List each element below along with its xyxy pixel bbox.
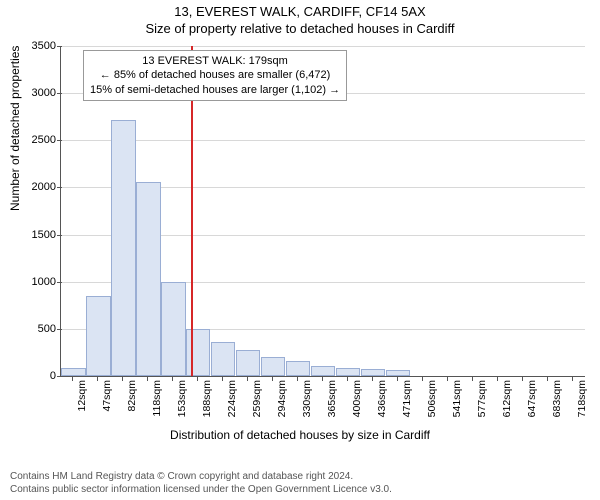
histogram-bar: [261, 357, 285, 376]
x-tick-mark: [347, 376, 348, 381]
x-tick-mark: [447, 376, 448, 381]
x-tick-mark: [72, 376, 73, 381]
y-tick-label: 0: [16, 370, 56, 382]
footer-line1: Contains HM Land Registry data © Crown c…: [10, 471, 392, 484]
x-tick-mark: [297, 376, 298, 381]
y-tick-label: 3500: [16, 40, 56, 52]
page-title-line1: 13, EVEREST WALK, CARDIFF, CF14 5AX: [0, 0, 600, 19]
histogram-bar: [61, 368, 85, 376]
x-tick-mark: [472, 376, 473, 381]
histogram-bar: [236, 350, 260, 376]
histogram-bar: [336, 368, 360, 376]
x-tick-mark: [372, 376, 373, 381]
footer-attribution: Contains HM Land Registry data © Crown c…: [10, 471, 392, 496]
x-tick-mark: [322, 376, 323, 381]
x-tick-mark: [122, 376, 123, 381]
x-tick-mark: [172, 376, 173, 381]
histogram-bar: [211, 342, 235, 376]
x-tick-mark: [422, 376, 423, 381]
annotation-line1: 13 EVEREST WALK: 179sqm: [90, 54, 340, 68]
y-tick-label: 3000: [16, 87, 56, 99]
x-tick-mark: [272, 376, 273, 381]
y-tick-label: 500: [16, 323, 56, 335]
histogram-bar: [361, 369, 385, 376]
x-tick-mark: [497, 376, 498, 381]
page-title-line2: Size of property relative to detached ho…: [0, 19, 600, 36]
plot-area: 13 EVEREST WALK: 179sqm ← 85% of detache…: [60, 46, 585, 377]
x-tick-mark: [397, 376, 398, 381]
x-tick-mark: [547, 376, 548, 381]
x-tick-mark: [247, 376, 248, 381]
y-tick-label: 1000: [16, 276, 56, 288]
histogram-bar: [286, 361, 310, 376]
x-tick-mark: [522, 376, 523, 381]
y-tick-label: 2000: [16, 181, 56, 193]
histogram-bar: [111, 120, 135, 376]
annotation-line2: ← 85% of detached houses are smaller (6,…: [90, 68, 340, 82]
histogram-bar: [161, 282, 185, 376]
annotation-box: 13 EVEREST WALK: 179sqm ← 85% of detache…: [83, 50, 347, 101]
histogram-bar: [386, 370, 410, 376]
x-tick-mark: [97, 376, 98, 381]
annotation-line3: 15% of semi-detached houses are larger (…: [90, 83, 340, 97]
x-axis-label: Distribution of detached houses by size …: [0, 428, 600, 442]
footer-line2: Contains public sector information licen…: [10, 484, 392, 497]
histogram-chart: Number of detached properties 13 EVEREST…: [0, 36, 600, 436]
x-tick-mark: [147, 376, 148, 381]
histogram-bar: [136, 182, 160, 376]
y-tick-label: 2500: [16, 134, 56, 146]
histogram-bar: [186, 329, 210, 376]
x-tick-mark: [222, 376, 223, 381]
histogram-bar: [311, 366, 335, 376]
x-tick-mark: [197, 376, 198, 381]
histogram-bar: [86, 296, 110, 376]
x-tick-mark: [572, 376, 573, 381]
y-tick-label: 1500: [16, 229, 56, 241]
